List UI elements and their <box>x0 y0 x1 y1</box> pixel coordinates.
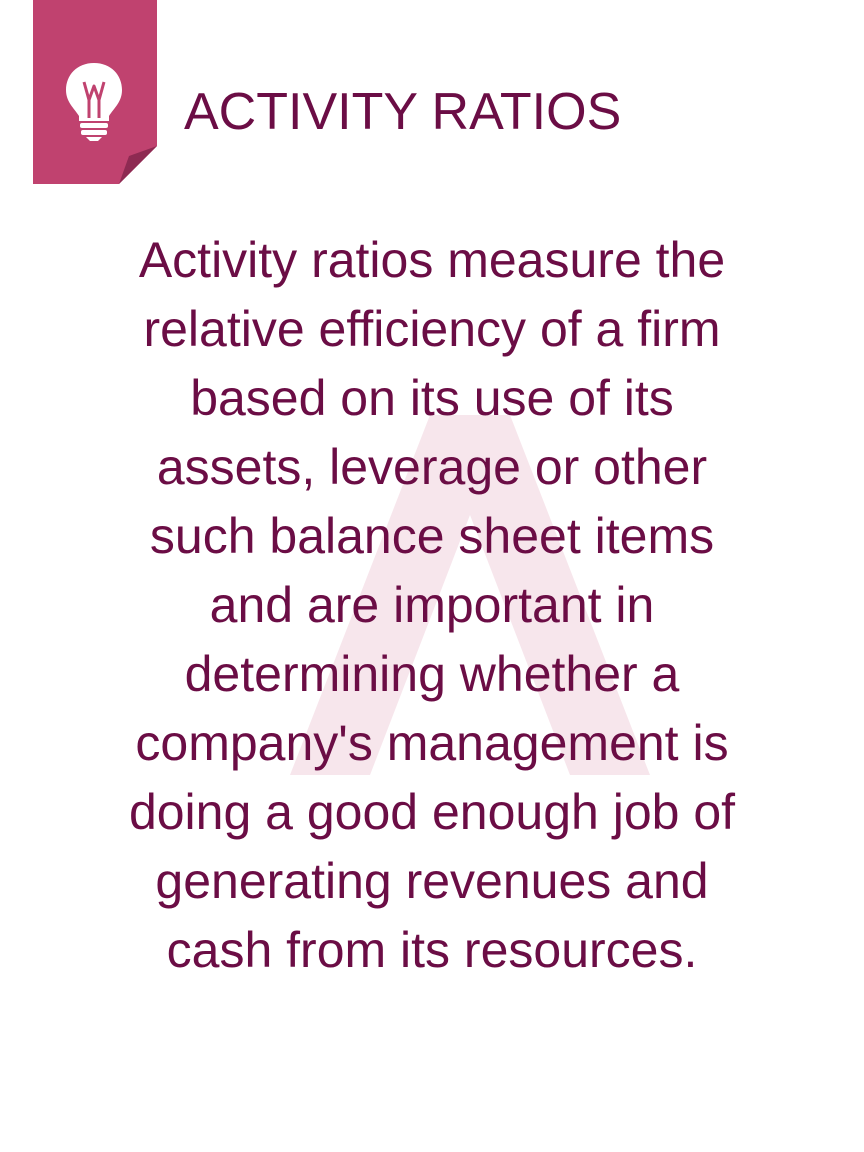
body-line: and are important in <box>209 577 655 633</box>
body-line: company's management is <box>135 715 729 771</box>
body-line: assets, leverage or other <box>156 439 708 495</box>
body-line: based on its use of its <box>190 370 674 426</box>
body-line: cash from its resources. <box>166 922 698 978</box>
body-line: relative efficiency of a firm <box>143 301 721 357</box>
body-paragraph: Activity ratios measure the relative eff… <box>40 226 824 985</box>
body-line: such balance sheet items <box>149 508 715 564</box>
lightbulb-icon <box>66 63 122 141</box>
body-line: determining whether a <box>184 646 680 702</box>
body-line: Activity ratios measure the <box>138 232 726 288</box>
body-line: generating revenues and <box>155 853 709 909</box>
watermark-chevron-graphic <box>290 415 650 775</box>
page-title: ACTIVITY RATIOS <box>184 83 622 141</box>
body-line: doing a good enough job of <box>128 784 736 840</box>
